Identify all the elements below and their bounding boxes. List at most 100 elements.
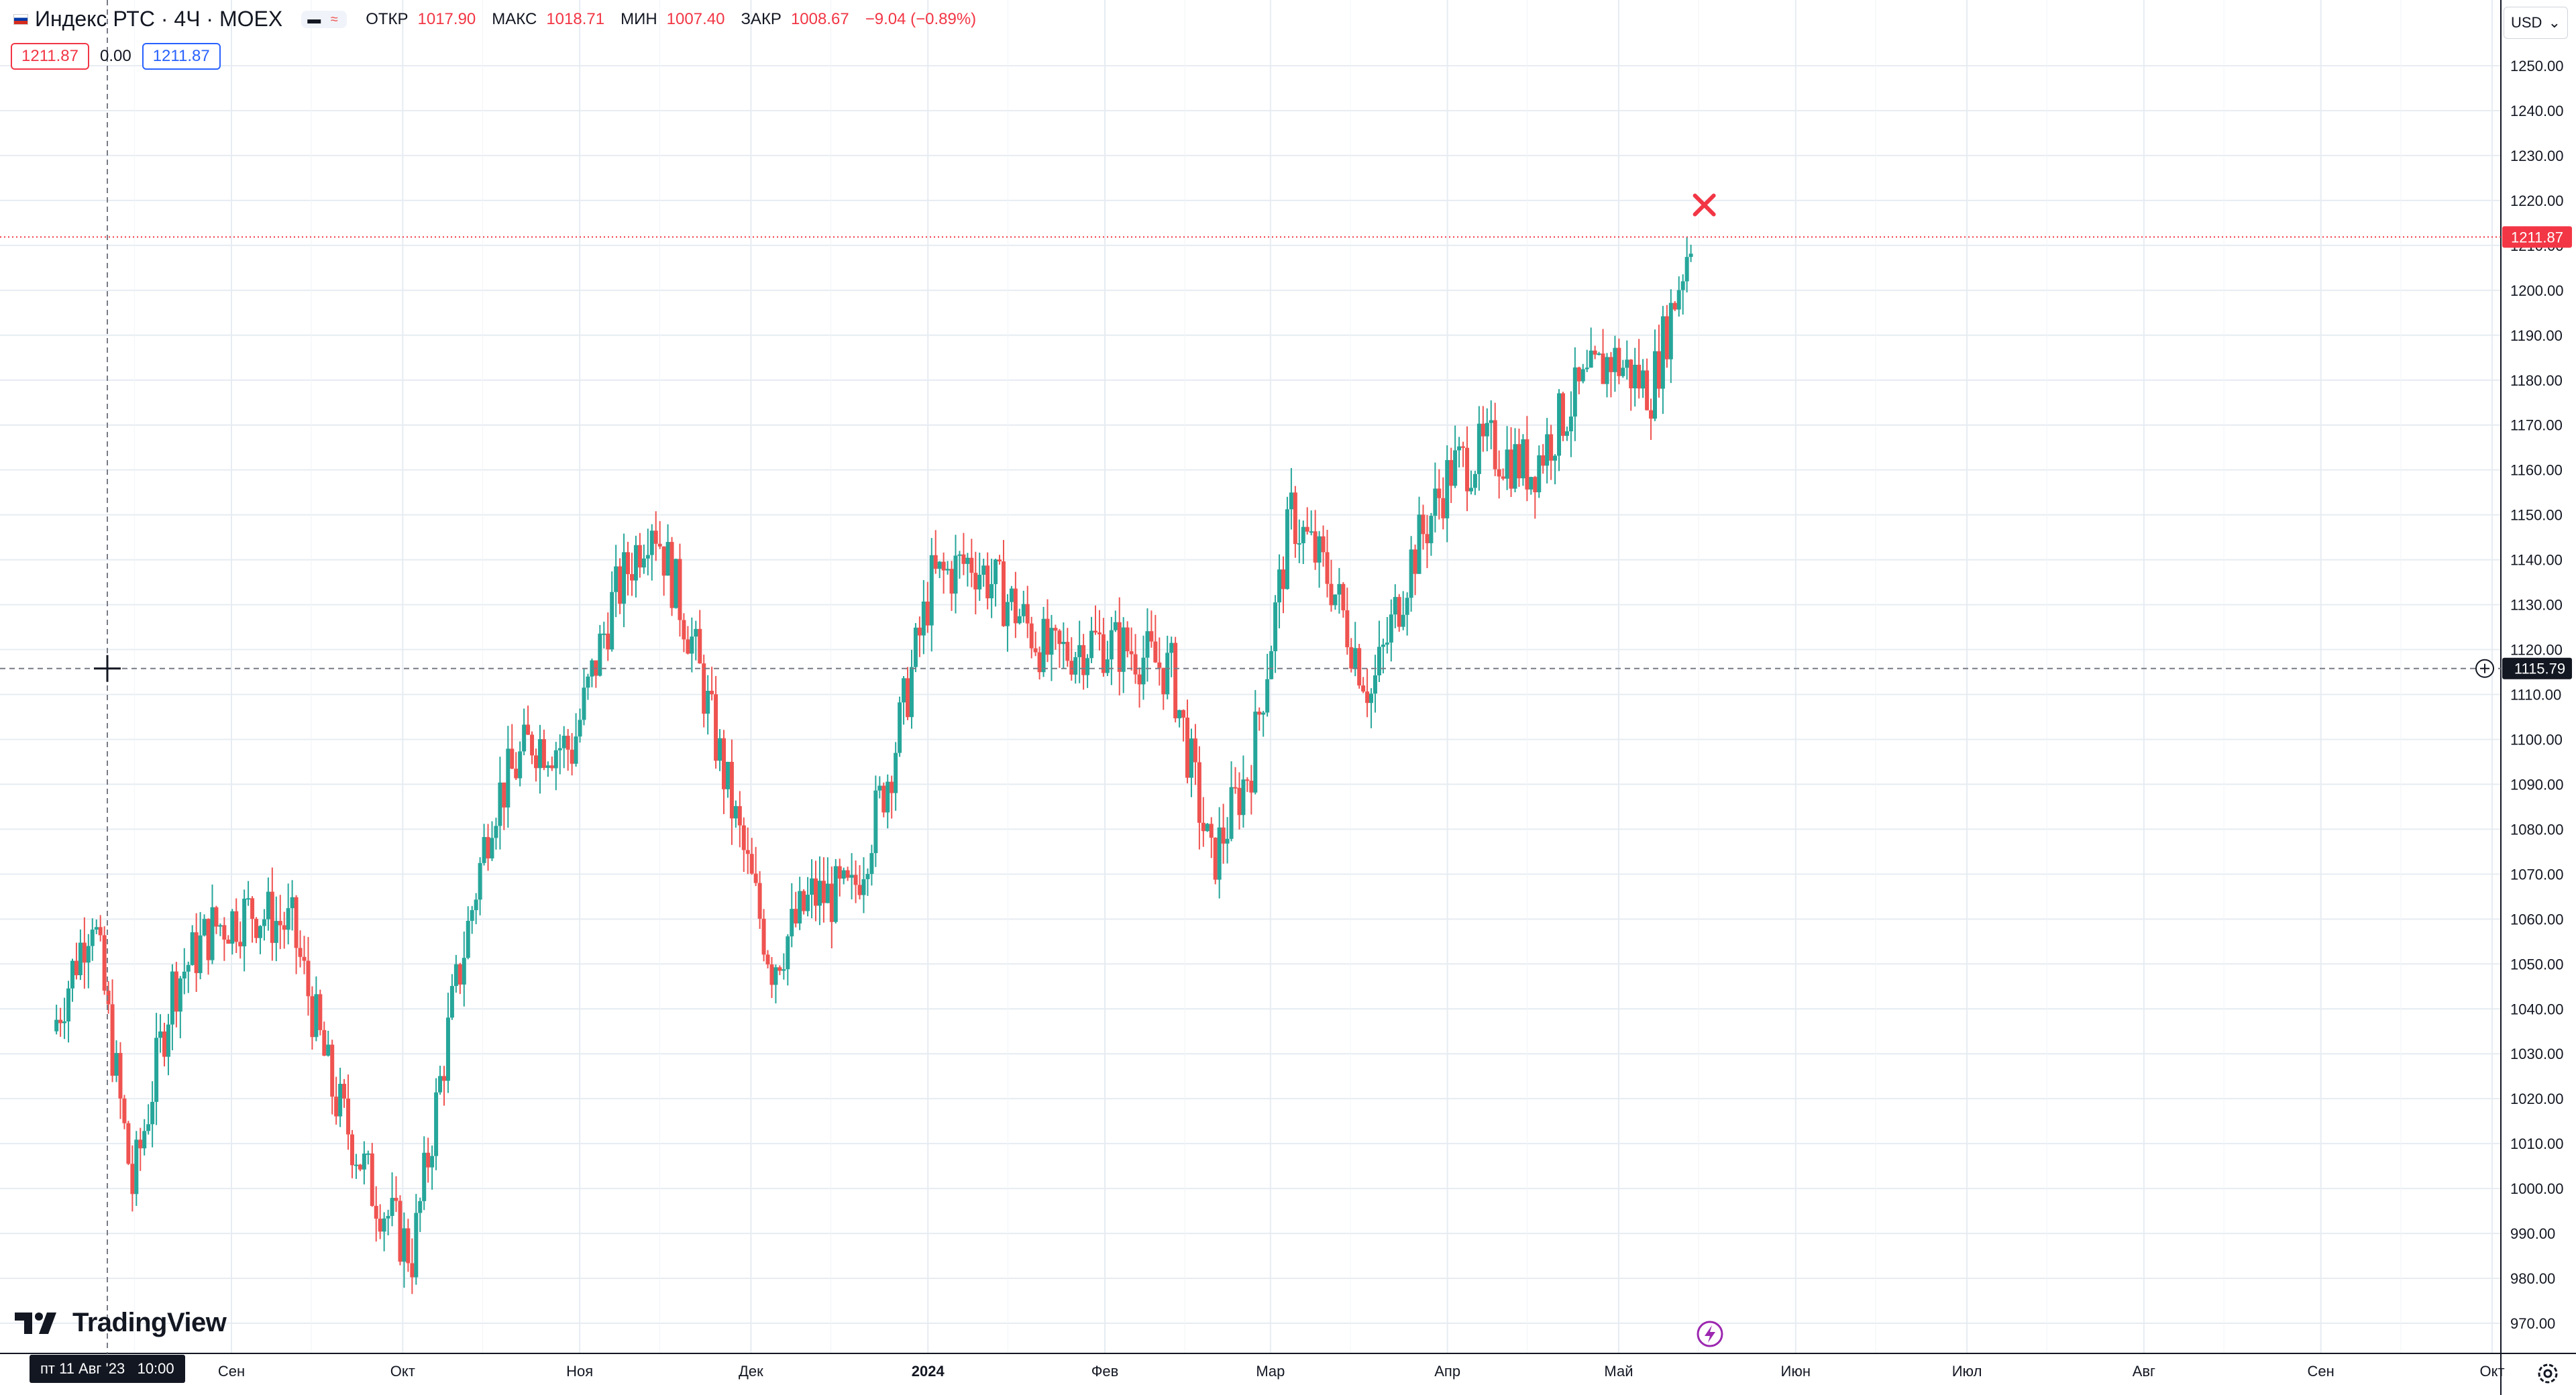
- candle-body: [1057, 630, 1062, 645]
- price-tick-label: 1130.00: [2510, 597, 2563, 614]
- candle-body: [902, 678, 906, 703]
- price-tick-label: 1240.00: [2510, 103, 2564, 119]
- lightning-icon[interactable]: [1696, 1320, 1724, 1348]
- candle-body: [894, 752, 898, 793]
- change-value: −9.04 (−0.89%): [865, 9, 977, 28]
- candle-body: [302, 956, 307, 961]
- candle-body: [370, 1153, 374, 1207]
- candle-body: [1221, 827, 1226, 844]
- candle-body: [541, 739, 546, 768]
- candle-body: [1461, 446, 1466, 448]
- candle-body: [749, 854, 754, 874]
- sell-button[interactable]: 1211.87: [11, 43, 89, 70]
- candle-body: [366, 1153, 370, 1155]
- candle-body: [686, 639, 690, 654]
- candle-body: [1688, 254, 1693, 258]
- close-value: 1008.67: [790, 9, 849, 28]
- candle-body: [1505, 449, 1509, 479]
- candle-body: [614, 566, 619, 592]
- buy-button[interactable]: 1211.87: [142, 43, 221, 70]
- candle-body: [1237, 787, 1242, 816]
- candle-body: [449, 986, 454, 1018]
- candle-body: [1369, 693, 1374, 704]
- candle-body: [1357, 648, 1362, 686]
- candle-body: [1601, 353, 1605, 384]
- gear-icon[interactable]: [2534, 1360, 2561, 1387]
- candle-body: [1664, 316, 1669, 359]
- candle-body: [849, 875, 854, 878]
- candle-body: [338, 1084, 343, 1117]
- approx-icon[interactable]: ≈: [330, 11, 338, 27]
- currency-select[interactable]: USD ⌄: [2504, 7, 2568, 39]
- candle-body: [202, 919, 207, 936]
- candle-body: [1337, 583, 1342, 595]
- candle-body: [857, 885, 862, 895]
- candle-body: [518, 751, 523, 779]
- candle-body: [1109, 630, 1114, 660]
- candle-body: [821, 881, 826, 903]
- candle-body: [1029, 623, 1034, 649]
- candle-body: [1597, 353, 1601, 355]
- candle-body: [86, 946, 91, 963]
- legend-toggle-pill[interactable]: ▬ ≈: [301, 10, 347, 28]
- candle-body: [1585, 368, 1589, 370]
- price-tick-label: 1230.00: [2510, 148, 2564, 164]
- candle-body: [861, 879, 866, 895]
- candle-body: [1468, 488, 1473, 492]
- candle-body: [1201, 822, 1205, 832]
- candle-body: [110, 1004, 115, 1076]
- candle-body: [306, 960, 311, 997]
- candle-body: [1245, 779, 1250, 781]
- tradingview-logo[interactable]: TradingView: [15, 1308, 227, 1338]
- candle-body: [969, 557, 974, 573]
- candle-body: [1081, 645, 1086, 675]
- candle-body: [1325, 552, 1330, 584]
- price-tick-label: 1020.00: [2510, 1091, 2564, 1107]
- time-tick-label: Май: [1604, 1363, 1633, 1380]
- candle-body: [182, 971, 186, 979]
- logo-text: TradingView: [72, 1308, 227, 1337]
- dash-icon[interactable]: ▬: [307, 11, 321, 27]
- candle-body: [1281, 569, 1285, 590]
- candle-body: [58, 1019, 63, 1023]
- candle-body: [1101, 634, 1106, 673]
- candle-body: [254, 919, 259, 938]
- candle-body: [1625, 359, 1629, 368]
- price-tick-label: 1090.00: [2510, 776, 2564, 793]
- candle-body: [737, 805, 742, 826]
- candle-body: [1656, 351, 1661, 389]
- candle-body: [1453, 450, 1458, 486]
- candle-body: [1457, 446, 1462, 451]
- candle-body: [158, 1031, 163, 1038]
- candle-body: [378, 1219, 382, 1232]
- candle-body: [649, 531, 654, 555]
- candle-body: [1529, 477, 1534, 490]
- candle-body: [150, 1101, 155, 1125]
- candle-body: [1365, 691, 1370, 704]
- low-value: 1007.40: [666, 9, 725, 28]
- candle-body: [470, 910, 474, 922]
- candle-body: [1261, 712, 1266, 715]
- candle-body: [622, 552, 627, 604]
- candle-body: [1321, 536, 1326, 553]
- candle-body: [545, 765, 550, 768]
- candle-body: [1053, 628, 1058, 631]
- candle-body: [66, 988, 71, 1022]
- symbol-title[interactable]: Индекс РТС · 4Ч · MOEX: [35, 7, 283, 31]
- candle-body: [674, 559, 678, 608]
- candle-body: [817, 881, 822, 906]
- candle-body: [985, 565, 990, 599]
- candle-body: [606, 633, 610, 650]
- candle-body: [1217, 827, 1222, 880]
- candle-body: [669, 542, 674, 608]
- candle-body: [1560, 393, 1565, 436]
- candle-body: [474, 899, 478, 911]
- candle-body: [1349, 647, 1354, 669]
- candle-body: [941, 561, 946, 571]
- price-tick-label: 1030.00: [2510, 1046, 2564, 1062]
- candle-body: [1197, 762, 1201, 823]
- candle-body: [430, 1156, 435, 1168]
- candle-body: [869, 853, 874, 875]
- currency-label: USD: [2511, 14, 2542, 31]
